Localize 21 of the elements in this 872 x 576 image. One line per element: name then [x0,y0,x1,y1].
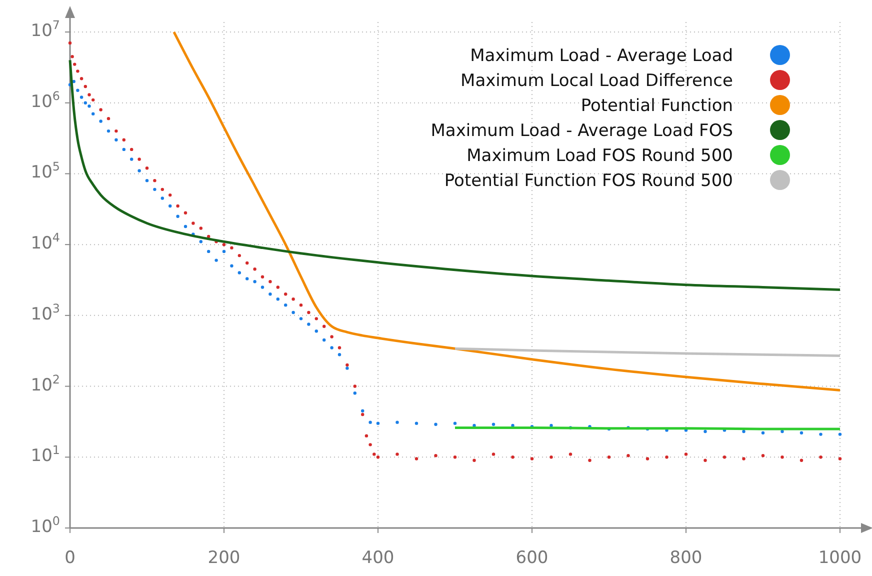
legend-label: Maximum Load FOS Round 500 [466,146,733,166]
y-tick-label: 10$^{5}$ [30,160,60,183]
y-tick-label: 10$^{2}$ [30,372,60,396]
x-tick-label: 200 [208,548,240,568]
legend-label: Maximum Load - Average Load [470,46,733,66]
legend-label: Potential Function FOS Round 500 [444,171,733,191]
x-tick-label: 800 [670,548,702,568]
x-tick-label: 0 [64,548,76,568]
y-tick-label: 10$^{7}$ [30,18,60,41]
y-tick-label: 10$^{1}$ [30,443,60,466]
y-tick-label: 10$^{4}$ [30,230,60,254]
legend-label: Maximum Local Load Difference [460,71,733,91]
x-tick-label: 1000 [818,548,862,568]
y-tick-label: 10$^{0}$ [30,514,60,537]
y-tick-label: 10$^{3}$ [30,301,60,324]
legend-label: Maximum Load - Average Load FOS [430,121,733,141]
x-tick-label: 400 [362,548,394,568]
line-series [172,30,842,392]
y-tick-label: 10$^{6}$ [30,88,60,112]
legend-label: Potential Function [580,96,733,116]
x-tick-label: 600 [516,548,548,568]
